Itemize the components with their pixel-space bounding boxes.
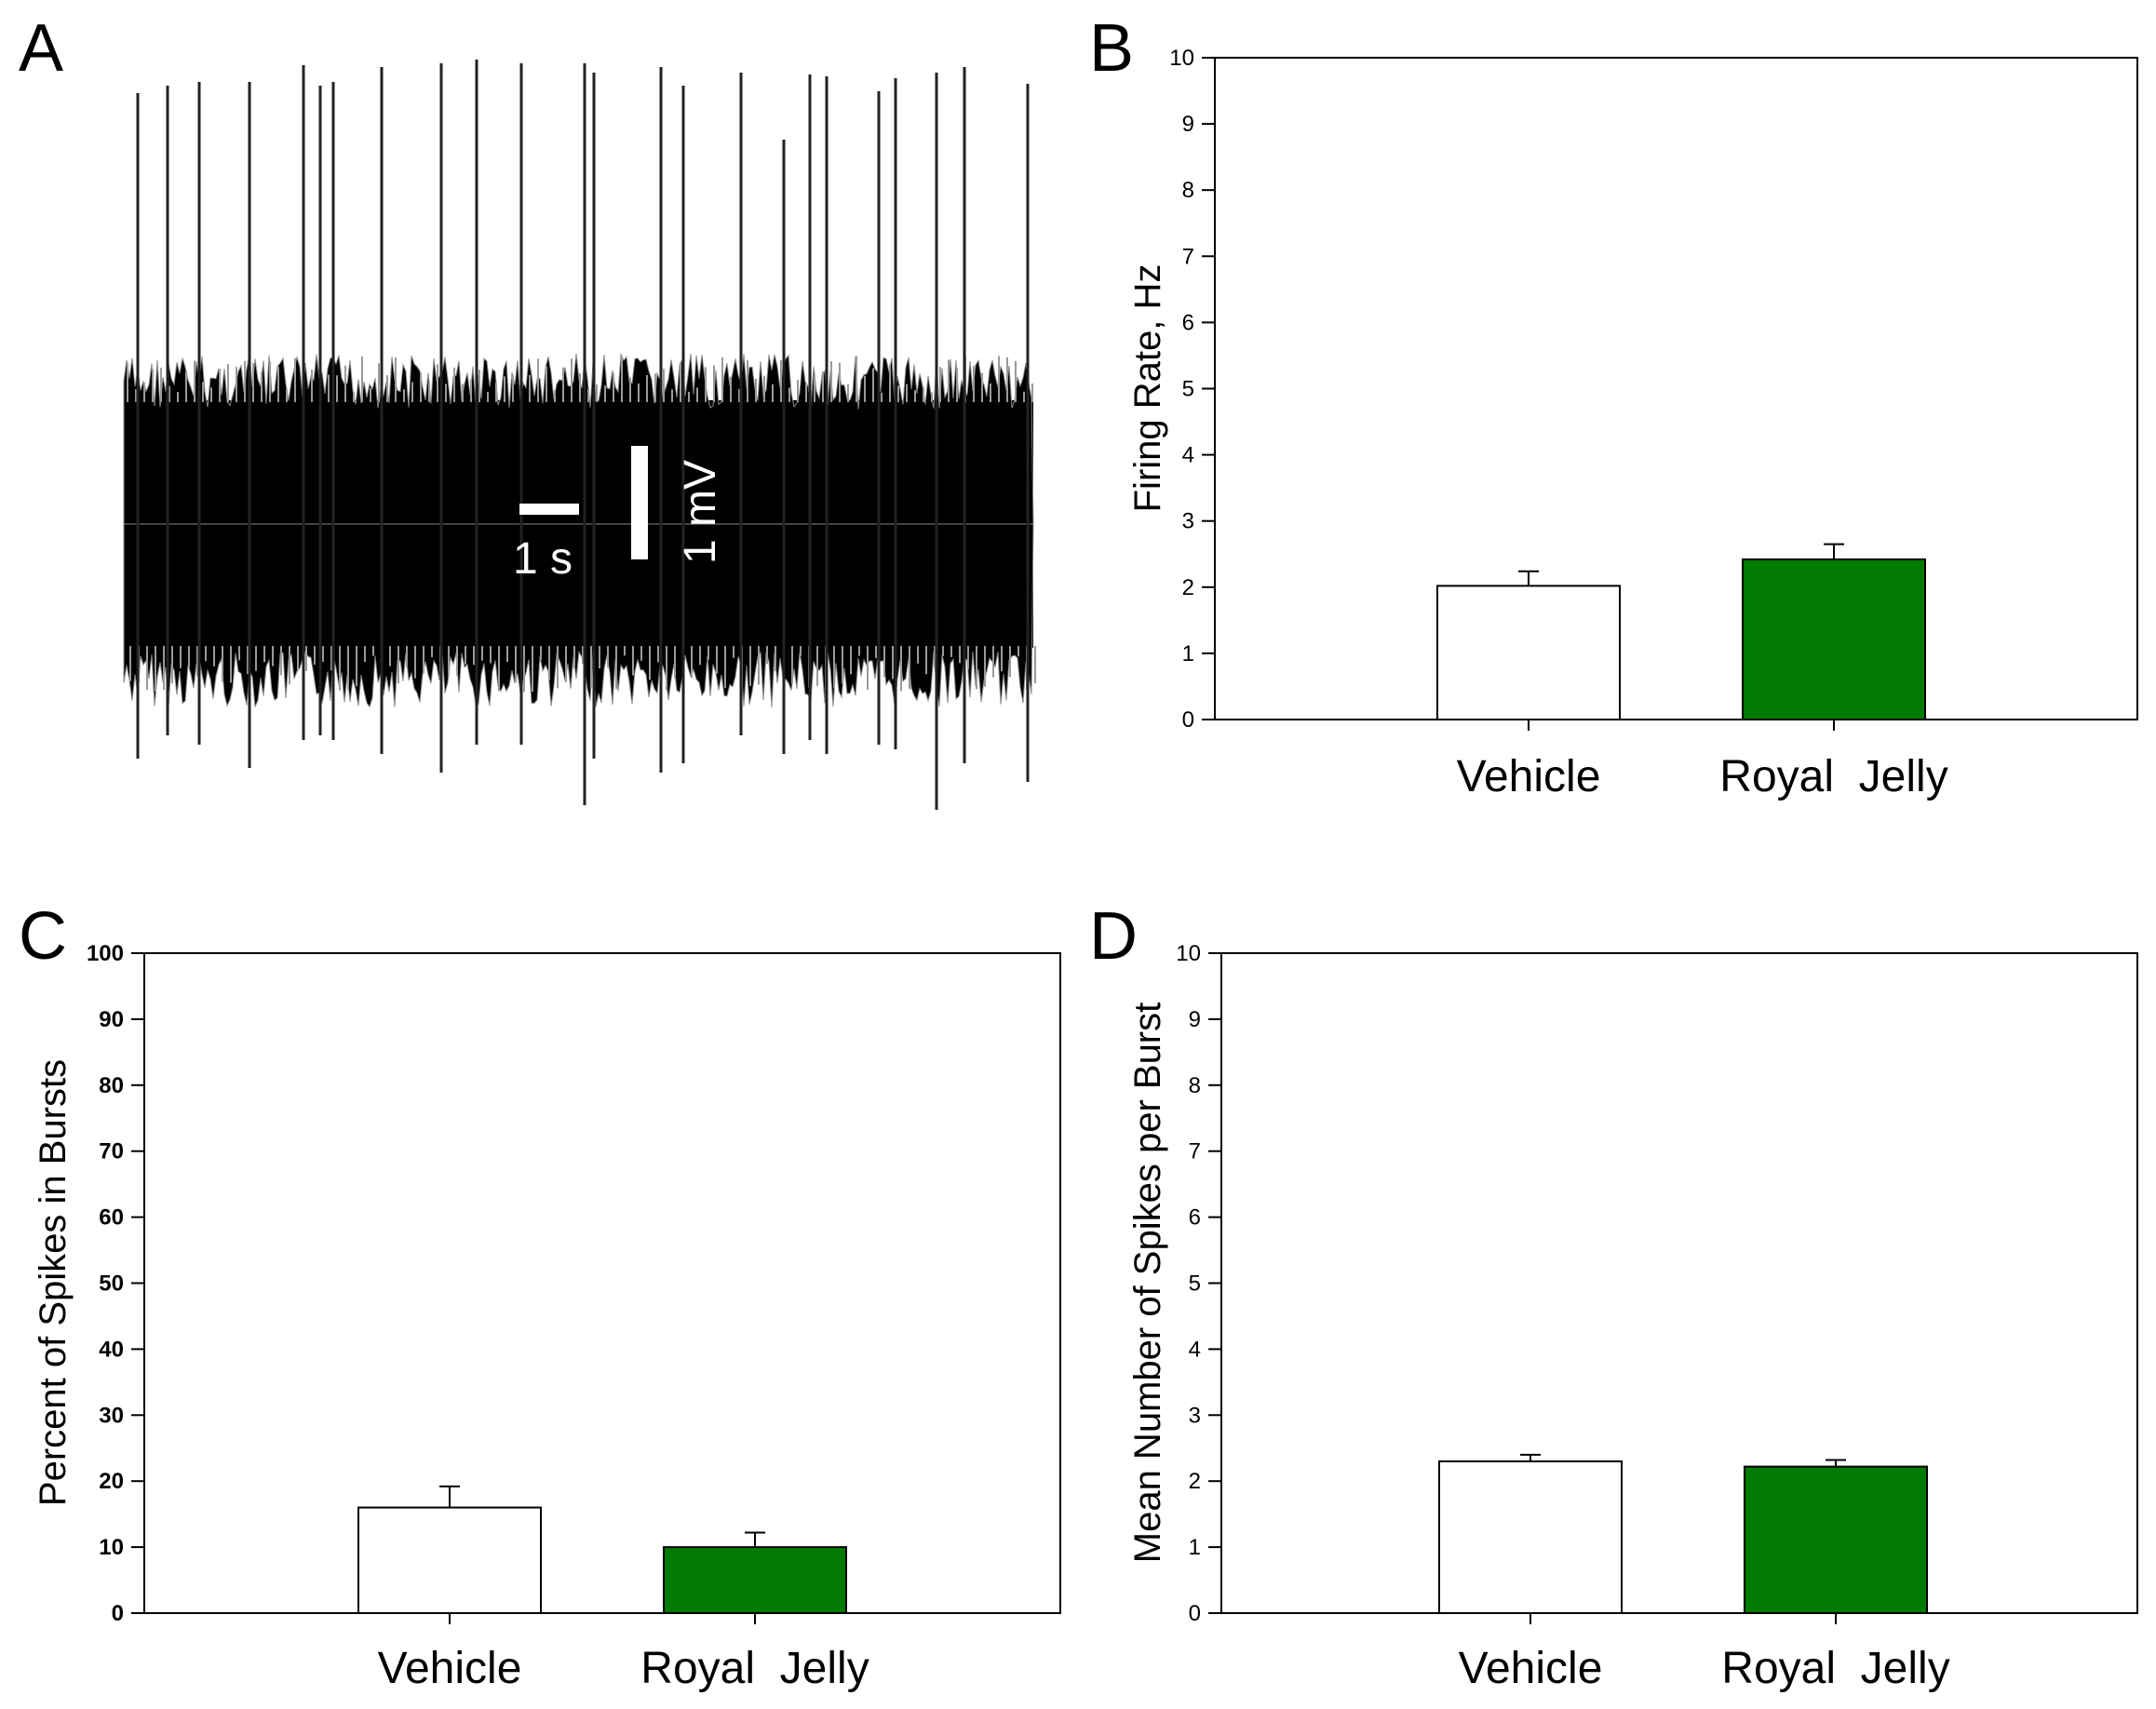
category-label-royal-jelly: Royal Jelly <box>1719 752 1947 801</box>
y-tick-label: 50 <box>99 1272 124 1297</box>
y-tick-label: 20 <box>99 1469 124 1494</box>
bar-vehicle <box>1438 1460 1623 1615</box>
spike-trace <box>123 60 1036 810</box>
category-label-vehicle: Vehicle <box>1457 752 1601 801</box>
chart-b-plot: 0 1 2 3 4 5 6 7 8 9 10 Vehicle Royal Jelly Firing Rat… <box>1127 46 2138 801</box>
y-tick-label: 3 <box>1182 509 1194 534</box>
y-tick-label: 2 <box>1189 1469 1201 1494</box>
y-tick-label: 60 <box>99 1205 124 1231</box>
category-label-royal-jelly: Royal Jelly <box>1721 1644 1949 1693</box>
y-tick-label: 3 <box>1189 1403 1201 1428</box>
panel-d-label: D <box>1089 899 1138 974</box>
bar-vehicle <box>1436 585 1621 720</box>
category-label-vehicle: Vehicle <box>1459 1644 1603 1693</box>
y-tick-label: 70 <box>99 1139 124 1164</box>
panel-c-label: C <box>19 899 67 974</box>
y-tick-label: 8 <box>1189 1073 1201 1098</box>
y-tick-label: 8 <box>1182 178 1194 203</box>
category-label-royal-jelly: Royal Jelly <box>640 1644 869 1693</box>
y-tick-label: 90 <box>99 1007 124 1032</box>
y-tick-label: 4 <box>1182 443 1194 468</box>
panel-a-recording-trace: A 1 s 1 mV <box>19 11 1036 810</box>
panel-a-label: A <box>19 11 63 86</box>
y-tick-label: 4 <box>1189 1337 1201 1362</box>
voltage-scale-label: 1 mV <box>676 460 725 564</box>
y-tick-label: 40 <box>99 1337 124 1362</box>
y-tick-label: 100 <box>87 941 124 966</box>
y-tick-label: 0 <box>1189 1601 1201 1626</box>
y-axis-label: Firing Rate, Hz <box>1127 264 1168 513</box>
y-tick-label: 80 <box>99 1073 124 1098</box>
plot-frame <box>1214 57 2138 720</box>
y-tick-label: 10 <box>99 1535 124 1560</box>
plot-frame <box>143 952 1061 1614</box>
y-tick-label: 9 <box>1182 112 1194 137</box>
y-axis-label: Mean Number of Spikes per Burst <box>1127 1003 1168 1563</box>
y-tick-label: 6 <box>1189 1205 1201 1231</box>
y-tick-label: 9 <box>1189 1007 1201 1032</box>
y-axis-label: Percent of Spikes in Bursts <box>33 1059 74 1506</box>
y-tick-label: 10 <box>1169 46 1194 71</box>
bar-vehicle <box>357 1506 542 1615</box>
plot-frame <box>1220 952 2138 1614</box>
time-scale-label: 1 s <box>513 534 573 584</box>
chart-c-plot: 0 10 20 30 40 50 60 70 80 90 100 Vehicle Royal Jelly… <box>33 941 1061 1693</box>
y-tick-label: 5 <box>1182 377 1194 402</box>
panel-c-percent-spikes-in-bursts-chart: C 0 10 20 30 40 50 60 70 80 90 100 Vehicle Royal Jel… <box>19 899 1061 1693</box>
y-tick-label: 5 <box>1189 1272 1201 1297</box>
bar-royal-jelly <box>1744 1465 1928 1615</box>
y-tick-label: 1 <box>1182 641 1194 666</box>
panel-d-spikes-per-burst-chart: D 0 1 2 3 4 5 6 7 8 9 10 Vehicle Royal Jelly Mean Num… <box>1089 899 2138 1693</box>
panel-b-label: B <box>1089 11 1134 86</box>
y-tick-label: 1 <box>1189 1535 1201 1560</box>
category-label-vehicle: Vehicle <box>378 1644 522 1693</box>
y-tick-label: 6 <box>1182 310 1194 335</box>
bar-royal-jelly <box>1742 558 1926 720</box>
time-scale-bar <box>519 504 579 515</box>
panel-b-firing-rate-chart: B 0 1 2 3 4 5 6 7 8 9 10 Vehicle Royal Jelly Firing R… <box>1089 11 2138 801</box>
bar-royal-jelly <box>663 1546 847 1614</box>
y-tick-label: 10 <box>1176 941 1201 966</box>
y-tick-label: 2 <box>1182 575 1194 600</box>
chart-d-plot: 0 1 2 3 4 5 6 7 8 9 10 Vehicle Royal Jelly Mean Numbe… <box>1127 941 2138 1693</box>
voltage-scale-bar <box>631 446 648 559</box>
y-tick-label: 7 <box>1182 244 1194 269</box>
y-tick-label: 0 <box>112 1601 124 1626</box>
y-tick-label: 0 <box>1182 707 1194 733</box>
y-tick-label: 30 <box>99 1403 124 1428</box>
y-tick-label: 7 <box>1189 1139 1201 1164</box>
